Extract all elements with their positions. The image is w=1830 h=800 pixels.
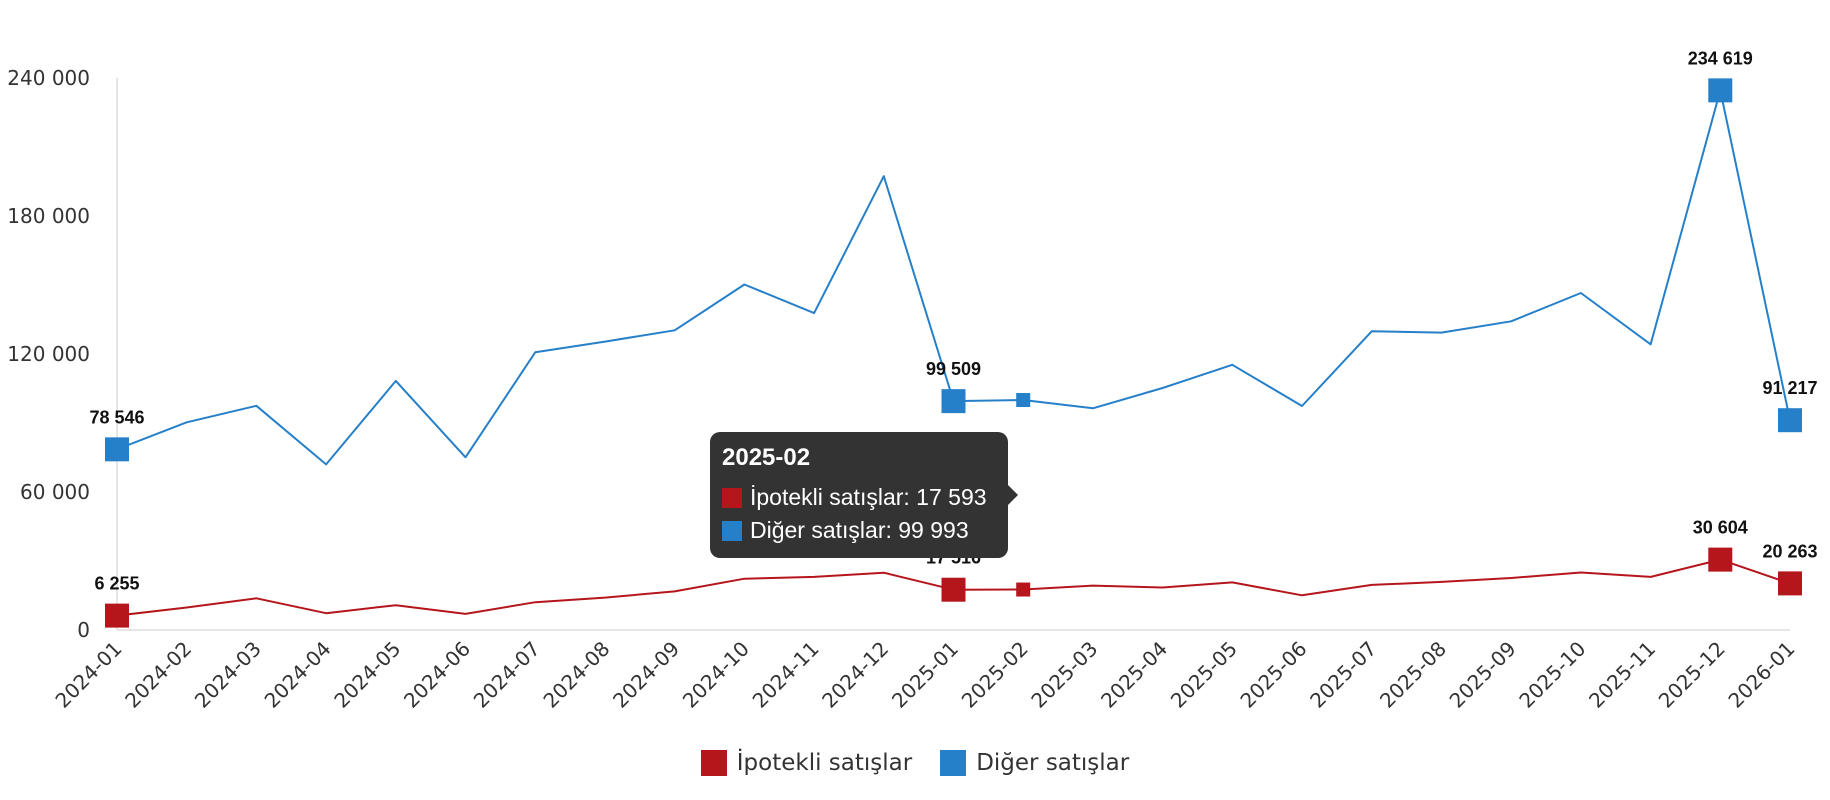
data-point-marker[interactable]	[105, 437, 129, 462]
chart-tooltip: 2025-02 İpotekli satışlar: 17 593 Diğer …	[710, 432, 1018, 558]
x-tick-label: 2025-01	[887, 637, 963, 713]
x-tick-label: 2025-06	[1236, 637, 1312, 713]
x-tick-label: 2025-10	[1514, 637, 1590, 713]
tooltip-row-diger: Diğer satışlar: 99 993	[722, 517, 996, 544]
chart-legend: İpotekli satışlar Diğer satışlar	[0, 750, 1830, 776]
legend-item-ipotekli[interactable]: İpotekli satışlar	[700, 750, 913, 776]
x-tick-label: 2024-10	[678, 637, 754, 713]
legend-label: İpotekli satışlar	[736, 750, 913, 776]
hover-marker[interactable]	[1016, 582, 1031, 597]
x-tick-label: 2025-11	[1584, 637, 1660, 713]
tooltip-row-label: Diğer satışlar: 99 993	[750, 517, 969, 543]
x-tick-label: 2025-02	[957, 637, 1033, 713]
x-tick-label: 2024-06	[399, 637, 475, 713]
data-label: 234 619	[1688, 48, 1753, 68]
data-point-marker[interactable]	[1778, 408, 1802, 433]
data-label: 30 604	[1693, 518, 1748, 538]
data-label: 78 546	[89, 407, 144, 427]
x-tick-label: 2024-01	[50, 637, 126, 713]
legend-swatch-diger	[940, 750, 967, 776]
x-tick-label: 2024-09	[608, 637, 684, 713]
data-point-marker[interactable]	[105, 603, 129, 628]
x-tick-label: 2024-03	[190, 637, 266, 713]
y-tick-label: 240 000	[7, 66, 90, 90]
y-tick-label: 120 000	[7, 342, 90, 366]
x-tick-label: 2024-07	[469, 637, 545, 713]
data-point-marker[interactable]	[1778, 571, 1802, 596]
x-tick-label: 2025-03	[1026, 637, 1102, 713]
x-tick-label: 2025-12	[1654, 637, 1730, 713]
x-tick-label: 2026-01	[1723, 637, 1799, 713]
data-point-marker[interactable]	[941, 389, 966, 414]
data-point-marker[interactable]	[1708, 78, 1733, 103]
data-label: 99 509	[926, 359, 981, 379]
y-tick-label: 0	[77, 618, 90, 642]
data-point-marker[interactable]	[941, 577, 966, 602]
legend-item-diger[interactable]: Diğer satışlar	[940, 750, 1129, 776]
tooltip-swatch-diger	[722, 520, 742, 541]
data-label: 91 217	[1762, 378, 1817, 398]
legend-swatch-ipotekli	[700, 750, 727, 776]
x-tick-label: 2024-11	[748, 637, 824, 713]
tooltip-row-ipotekli: İpotekli satışlar: 17 593	[722, 484, 996, 511]
x-tick-label: 2025-07	[1305, 637, 1381, 713]
x-tick-label: 2024-05	[329, 637, 405, 713]
x-tick-label: 2025-05	[1166, 637, 1242, 713]
x-tick-label: 2024-08	[538, 637, 614, 713]
legend-label: Diğer satışlar	[976, 750, 1130, 776]
data-label: 6 255	[94, 574, 139, 594]
tooltip-swatch-ipotekli	[722, 487, 742, 508]
y-tick-labels: 0 60 000 120 000 180 000 240 000	[7, 66, 90, 642]
data-label: 20 263	[1762, 541, 1817, 561]
series-markers	[105, 78, 1802, 628]
x-tick-label: 2025-09	[1445, 637, 1521, 713]
data-point-marker[interactable]	[1708, 547, 1733, 572]
x-tick-label: 2025-08	[1375, 637, 1451, 713]
tooltip-row-label: İpotekli satışlar: 17 593	[750, 484, 987, 510]
x-tick-label: 2024-12	[817, 637, 893, 713]
x-tick-labels: 2024-012024-022024-032024-042024-052024-…	[50, 637, 1799, 713]
y-tick-label: 180 000	[7, 204, 90, 228]
tooltip-title: 2025-02	[722, 444, 811, 471]
hover-marker[interactable]	[1016, 393, 1031, 408]
x-tick-label: 2025-04	[1096, 637, 1172, 713]
y-tick-label: 60 000	[20, 480, 90, 504]
x-tick-label: 2024-04	[260, 637, 336, 713]
x-tick-label: 2024-02	[120, 637, 196, 713]
